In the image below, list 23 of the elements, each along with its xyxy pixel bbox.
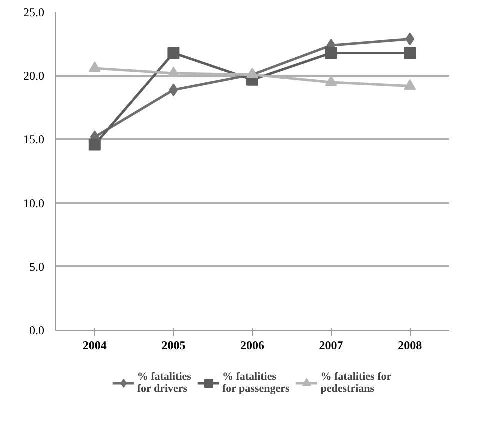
y-tick-label: 25.0	[24, 6, 44, 20]
x-tick-label: 2004	[82, 338, 107, 352]
point	[246, 68, 258, 79]
point	[88, 62, 101, 72]
y-tick-label: 0.0	[30, 324, 44, 338]
y-tick-label: 20.0	[24, 69, 44, 84]
point	[404, 47, 416, 60]
y-tick-label: 5.0	[30, 260, 44, 274]
point	[169, 84, 178, 97]
legend-label: % fatalities for passengers	[222, 371, 290, 395]
point	[168, 47, 180, 60]
legend-label: % fatalities for drivers	[137, 371, 192, 395]
y-tick-label: 15.0	[24, 132, 44, 147]
y-tick-label: 10.0	[24, 196, 44, 210]
legend-label: % fatalities for pedestrians	[320, 371, 392, 395]
x-tick-label: 2007	[319, 338, 344, 352]
x-tick-label: 2006	[240, 338, 264, 352]
point	[404, 79, 416, 90]
x-tick-label: 2005	[162, 338, 186, 352]
point	[88, 138, 101, 151]
x-tick-label: 2008	[398, 338, 422, 352]
point	[325, 47, 338, 60]
point	[406, 32, 415, 46]
